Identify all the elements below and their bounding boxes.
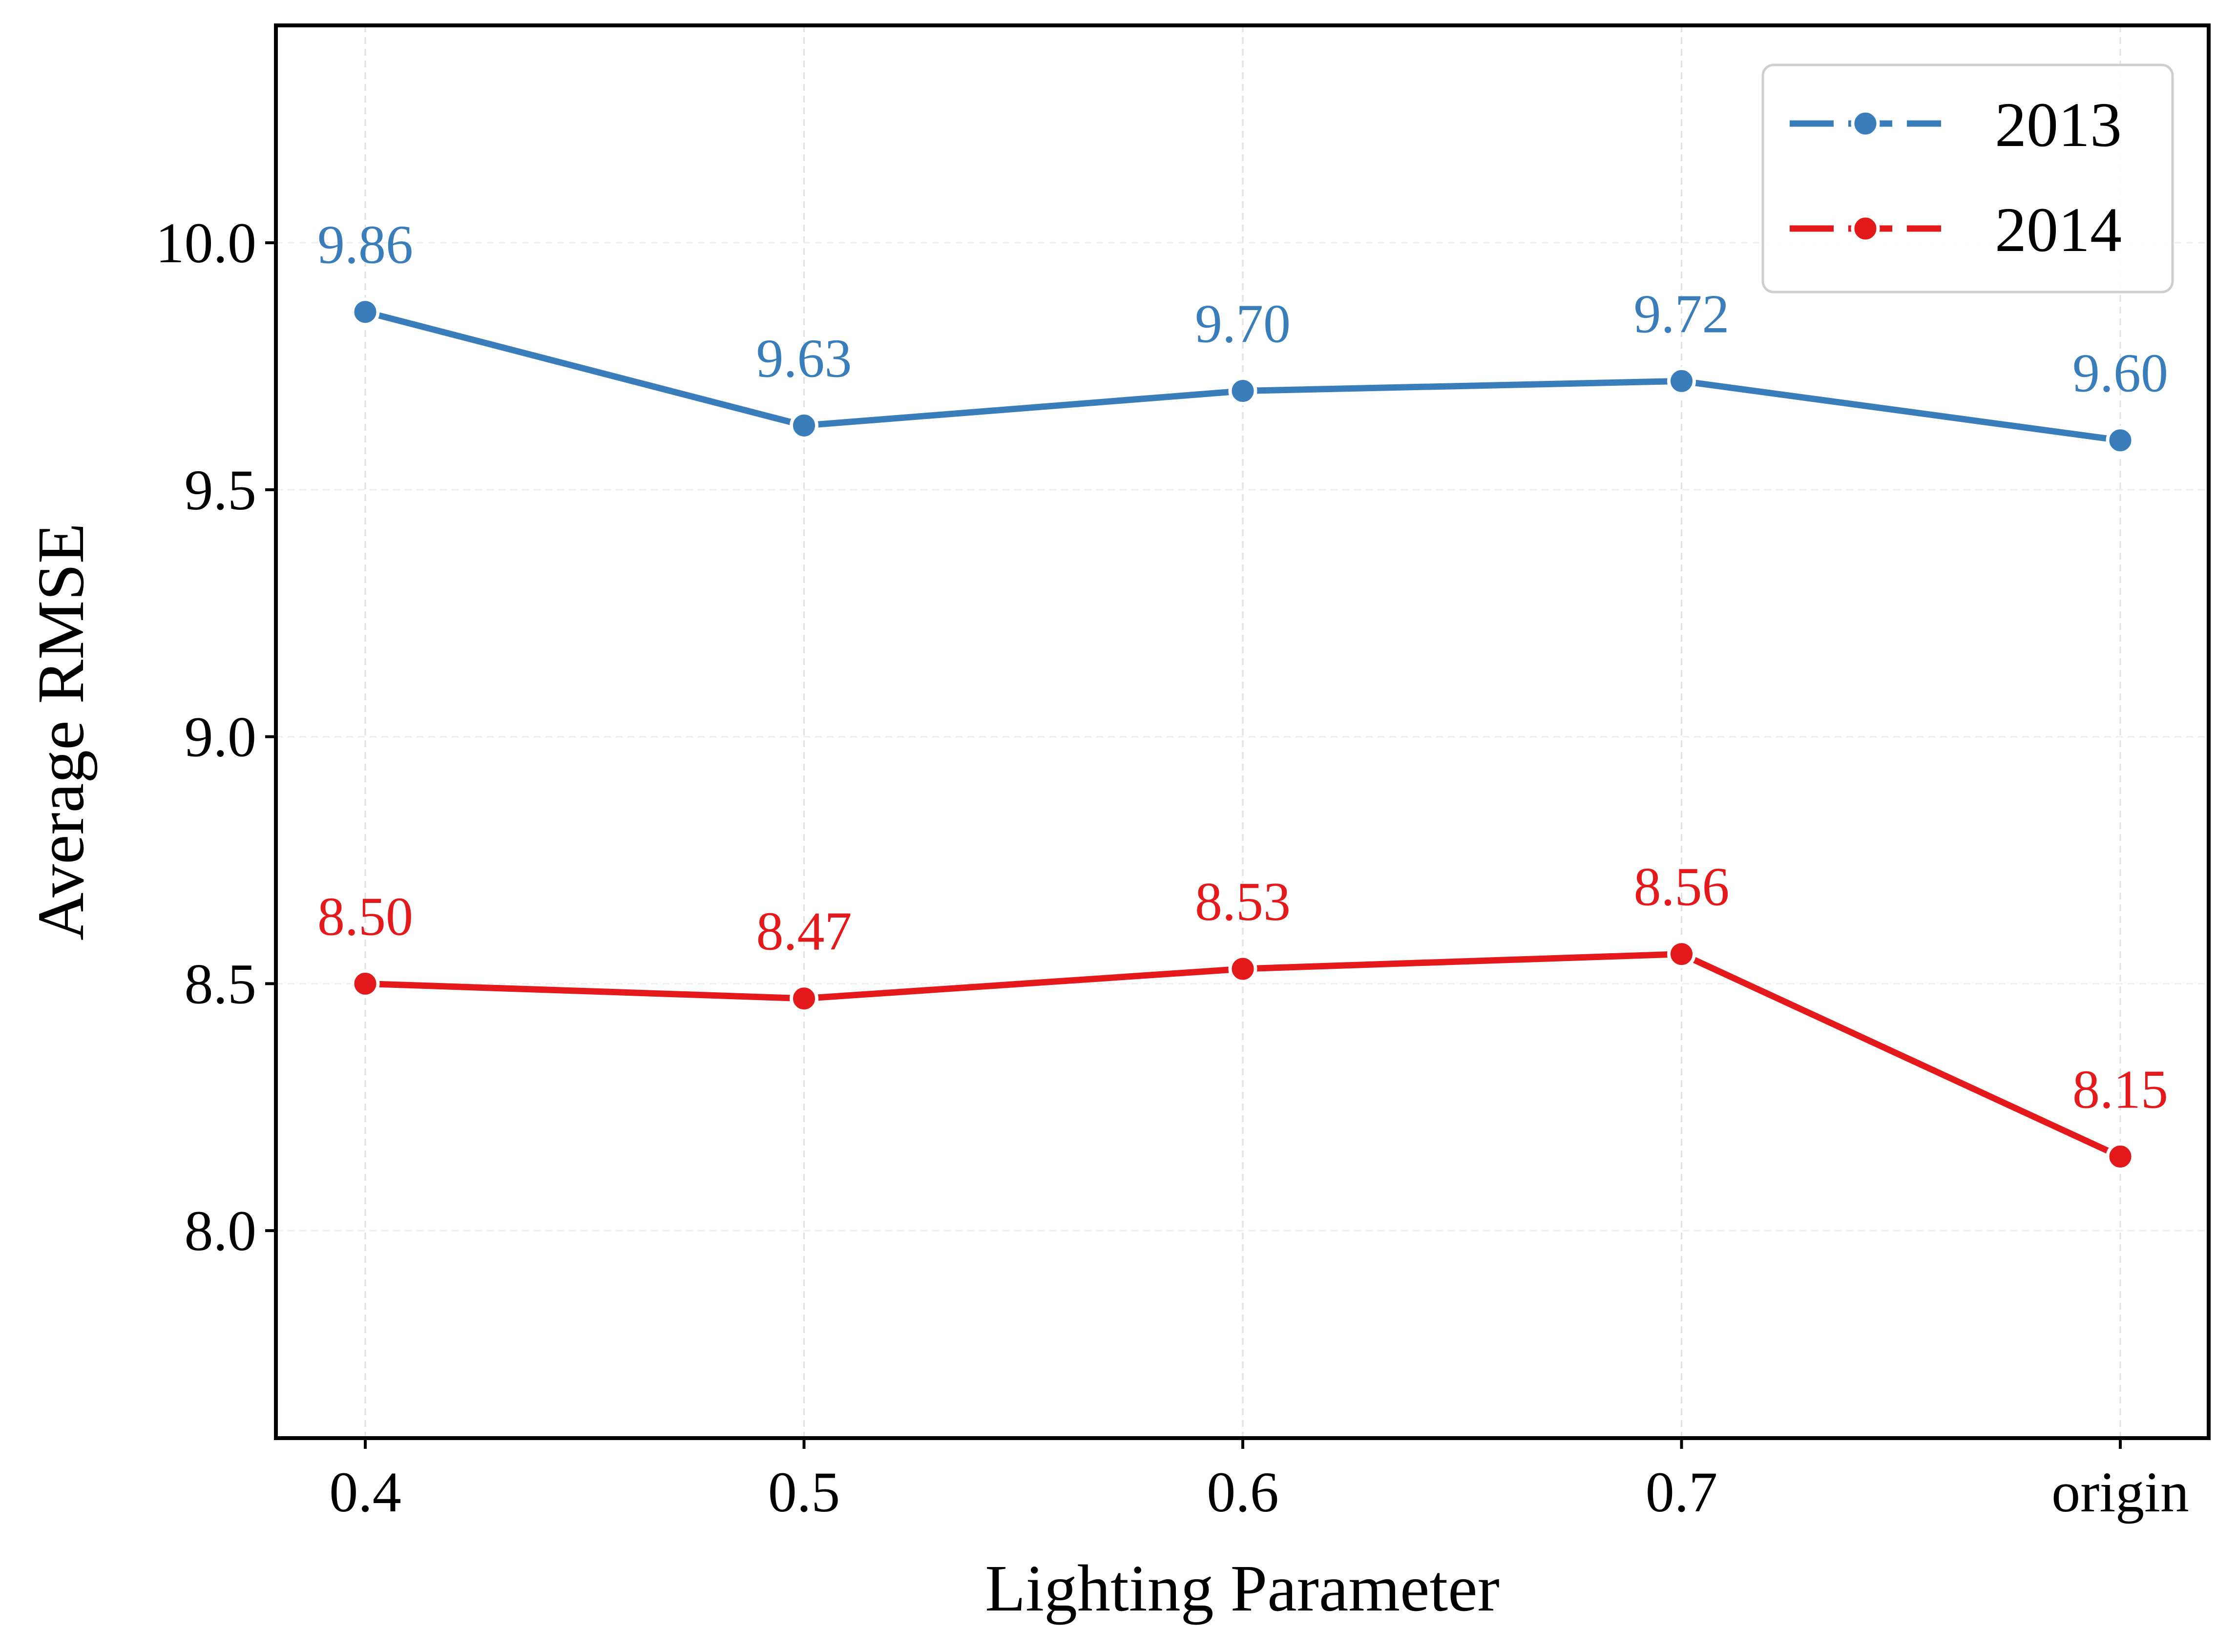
x-axis-title: Lighting Parameter — [985, 1552, 1500, 1625]
legend-label-2014: 2014 — [1995, 195, 2122, 265]
legend-marker-2013 — [1851, 109, 1880, 138]
y-tick-label: 8.0 — [185, 1199, 257, 1263]
data-label-2014: 8.15 — [2072, 1059, 2168, 1120]
series-lines — [351, 297, 2135, 1171]
data-point-2013 — [1228, 376, 1257, 406]
data-point-2013 — [1667, 366, 1696, 396]
legend-label-2013: 2013 — [1995, 90, 2122, 160]
data-point-2014 — [790, 984, 818, 1013]
y-tick-label: 8.5 — [185, 952, 257, 1016]
x-tick-label: 0.5 — [768, 1460, 840, 1524]
y-tick-label: 10.0 — [156, 211, 257, 275]
data-point-2013 — [790, 411, 818, 440]
data-label-2014: 8.56 — [1634, 857, 1730, 918]
x-axis-ticks: 0.4 0.5 0.6 0.7 origin — [329, 1438, 2189, 1524]
data-labels: 9.86 9.63 9.70 9.72 9.60 8.50 8.47 8.53 8.56 8.15 — [317, 215, 2168, 1120]
data-label-2013: 9.72 — [1634, 284, 1730, 344]
series-line-2014 — [362, 951, 2124, 1160]
data-point-2014 — [1228, 954, 1257, 983]
data-label-2013: 9.63 — [756, 328, 852, 389]
data-label-2014: 8.47 — [756, 901, 852, 962]
data-label-2013: 9.70 — [1195, 294, 1291, 355]
y-axis-ticks: 8.0 8.5 9.0 9.5 10.0 — [156, 211, 276, 1263]
data-point-2014 — [2106, 1142, 2135, 1171]
data-point-2014 — [1667, 940, 1696, 969]
x-tick-label: 0.6 — [1207, 1460, 1279, 1524]
legend: 2013 2014 — [1761, 63, 2174, 293]
data-label-2013: 9.60 — [2072, 343, 2168, 404]
y-tick-label: 9.5 — [185, 458, 257, 522]
data-point-2014 — [351, 969, 380, 998]
data-label-2014: 8.53 — [1195, 872, 1291, 932]
x-tick-label: origin — [2051, 1460, 2189, 1524]
legend-marker-2014 — [1851, 214, 1880, 243]
y-tick-label: 9.0 — [185, 705, 257, 769]
y-axis-title: Average RMSE — [24, 523, 98, 941]
data-point-2013 — [2106, 426, 2135, 455]
data-label-2014: 8.50 — [317, 886, 413, 947]
data-point-2013 — [351, 297, 380, 327]
x-tick-label: 0.7 — [1646, 1460, 1718, 1524]
data-label-2013: 9.86 — [317, 215, 413, 275]
x-tick-label: 0.4 — [329, 1460, 401, 1524]
